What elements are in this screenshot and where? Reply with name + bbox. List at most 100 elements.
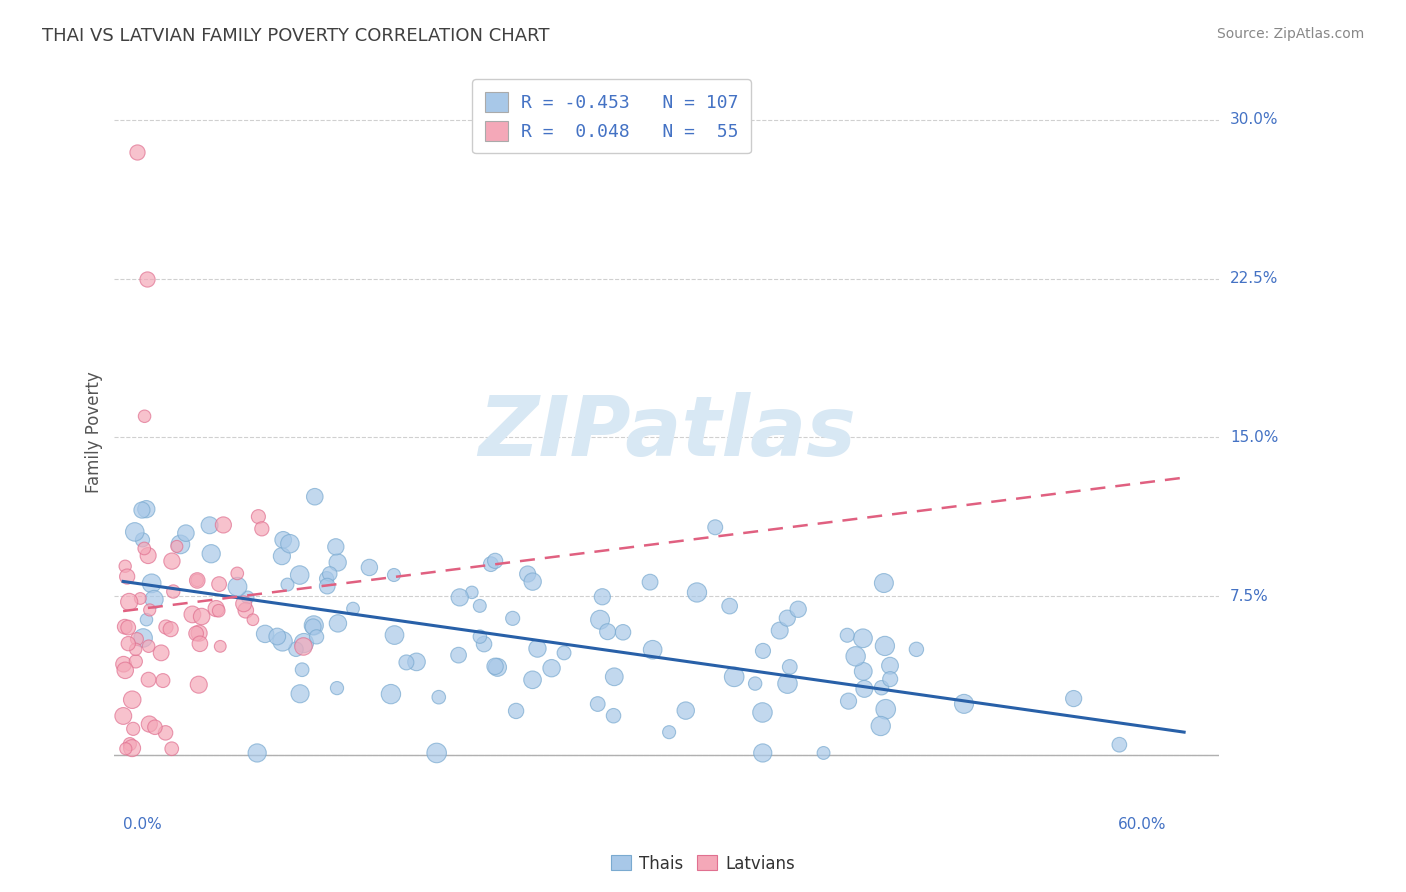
- Point: [152, 673, 174, 688]
- Point: [852, 632, 875, 646]
- Point: [159, 622, 181, 636]
- Point: [136, 271, 159, 285]
- Text: 7.5%: 7.5%: [1230, 589, 1268, 604]
- Point: [125, 654, 148, 668]
- Point: [246, 746, 269, 760]
- Point: [138, 673, 160, 687]
- Point: [226, 566, 249, 581]
- Point: [426, 746, 449, 760]
- Point: [879, 672, 901, 686]
- Point: [117, 637, 139, 651]
- Text: Source: ZipAtlas.com: Source: ZipAtlas.com: [1216, 27, 1364, 41]
- Point: [787, 602, 810, 616]
- Point: [752, 644, 775, 658]
- Point: [174, 526, 197, 541]
- Point: [472, 637, 495, 651]
- Point: [522, 574, 544, 589]
- Point: [319, 566, 342, 581]
- Text: 0.0%: 0.0%: [124, 817, 162, 832]
- Point: [612, 625, 634, 640]
- Point: [129, 591, 152, 606]
- Point: [638, 575, 661, 590]
- Point: [134, 541, 156, 556]
- Point: [114, 620, 136, 634]
- Point: [305, 630, 328, 644]
- Point: [181, 607, 204, 622]
- Y-axis label: Family Poverty: Family Poverty: [86, 371, 103, 493]
- Point: [686, 585, 709, 599]
- Point: [266, 630, 288, 644]
- Point: [124, 524, 146, 539]
- Text: ZIPatlas: ZIPatlas: [478, 392, 856, 473]
- Point: [270, 549, 292, 563]
- Point: [769, 624, 792, 638]
- Point: [405, 655, 427, 669]
- Point: [776, 676, 799, 690]
- Point: [484, 659, 506, 673]
- Point: [212, 517, 235, 532]
- Point: [1108, 738, 1130, 752]
- Point: [150, 646, 173, 660]
- Point: [838, 694, 860, 708]
- Point: [718, 599, 741, 613]
- Point: [208, 577, 231, 591]
- Point: [675, 704, 697, 718]
- Point: [325, 540, 347, 554]
- Point: [155, 726, 177, 740]
- Point: [602, 708, 624, 723]
- Point: [384, 628, 406, 642]
- Point: [779, 660, 801, 674]
- Point: [382, 568, 405, 582]
- Point: [359, 560, 381, 574]
- Point: [879, 658, 901, 673]
- Point: [953, 697, 976, 711]
- Point: [114, 664, 136, 678]
- Point: [449, 591, 471, 605]
- Point: [278, 537, 301, 551]
- Point: [292, 636, 315, 650]
- Point: [516, 567, 538, 582]
- Point: [122, 722, 145, 736]
- Point: [188, 626, 211, 640]
- Point: [121, 692, 143, 706]
- Point: [242, 613, 264, 627]
- Point: [236, 591, 259, 605]
- Point: [395, 656, 418, 670]
- Point: [276, 577, 298, 591]
- Point: [121, 741, 143, 756]
- Point: [304, 490, 326, 504]
- Point: [125, 145, 148, 159]
- Point: [291, 663, 314, 677]
- Point: [114, 559, 136, 574]
- Point: [115, 569, 138, 583]
- Point: [427, 690, 450, 705]
- Point: [184, 626, 207, 640]
- Point: [124, 642, 146, 657]
- Point: [326, 556, 349, 570]
- Point: [468, 630, 491, 644]
- Legend: R = -0.453   N = 107, R =  0.048   N =  55: R = -0.453 N = 107, R = 0.048 N = 55: [472, 79, 751, 153]
- Point: [502, 611, 524, 625]
- Point: [316, 579, 339, 593]
- Point: [869, 719, 891, 733]
- Point: [288, 568, 311, 582]
- Point: [776, 611, 799, 625]
- Point: [522, 673, 544, 687]
- Point: [118, 595, 141, 609]
- Point: [138, 639, 160, 653]
- Point: [380, 687, 402, 701]
- Point: [271, 533, 294, 547]
- Point: [586, 697, 609, 711]
- Point: [744, 676, 766, 690]
- Point: [136, 549, 159, 563]
- Point: [135, 613, 157, 627]
- Point: [302, 618, 325, 632]
- Point: [873, 576, 896, 591]
- Point: [132, 631, 155, 645]
- Point: [658, 725, 681, 739]
- Point: [873, 639, 896, 653]
- Point: [553, 646, 575, 660]
- Point: [591, 590, 613, 604]
- Point: [853, 681, 876, 696]
- Point: [870, 681, 893, 695]
